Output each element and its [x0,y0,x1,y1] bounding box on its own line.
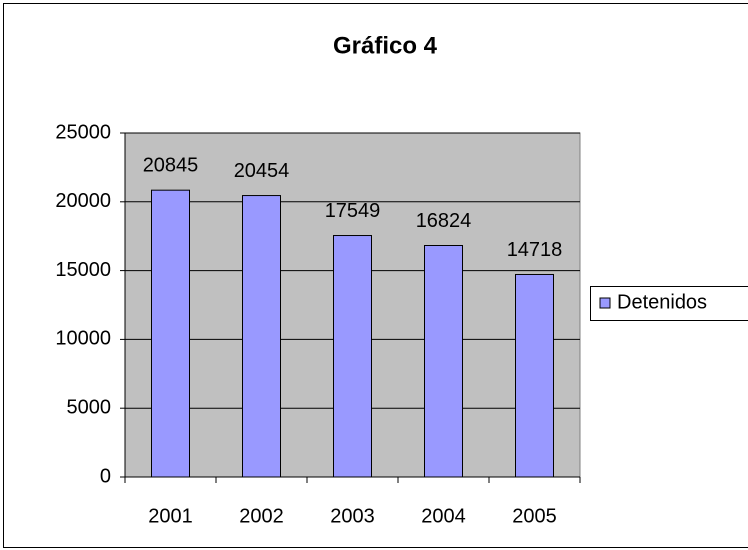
x-tick-label: 2001 [148,505,193,527]
legend-box [590,286,748,321]
legend-swatch [599,297,611,309]
bar [242,195,281,478]
y-tick-label: 0 [100,465,111,487]
y-tick-label: 5000 [67,396,112,418]
bar [424,245,463,478]
data-label: 20454 [234,160,290,182]
x-tick-label: 2004 [421,505,466,527]
data-label: 17549 [325,200,381,222]
legend-label: Detenidos [617,291,707,313]
x-tick-label: 2003 [330,505,375,527]
bar [151,189,190,478]
data-label: 16824 [416,210,472,232]
y-tick-label: 15000 [55,259,111,281]
data-label: 20845 [143,154,199,176]
x-tick-label: 2005 [512,505,557,527]
chart-title: Gráfico 4 [333,32,438,59]
y-tick-label: 20000 [55,190,111,212]
y-tick-label: 25000 [55,121,111,143]
y-tick-label: 10000 [55,328,111,350]
bar [515,273,554,478]
x-tick-label: 2002 [239,505,284,527]
bar [333,235,372,478]
data-label: 14718 [507,239,563,261]
